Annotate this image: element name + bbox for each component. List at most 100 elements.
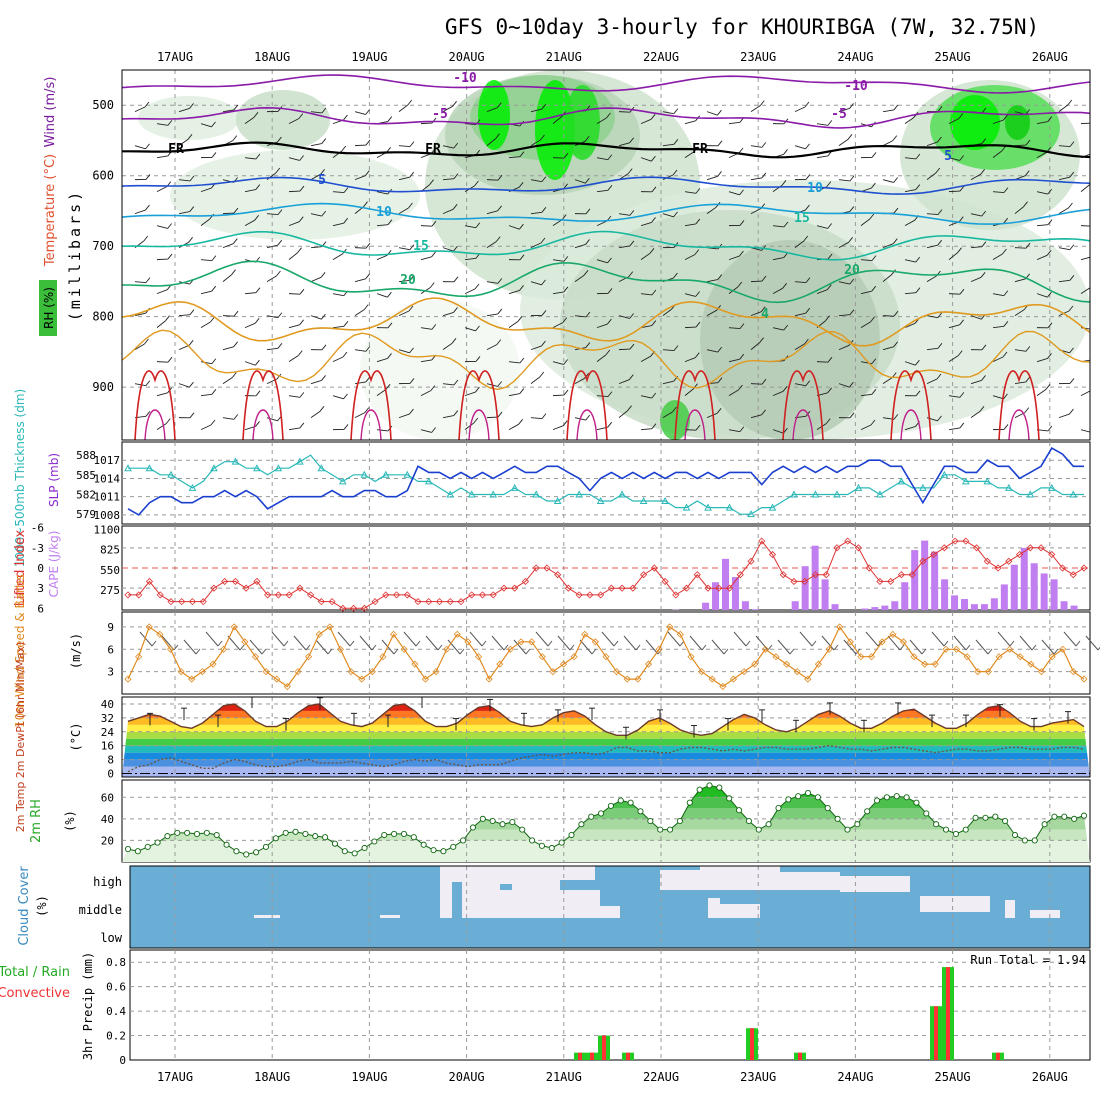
- wind10m-tick-9: 9: [107, 621, 114, 634]
- upper-wind-barb-flag: [541, 310, 547, 316]
- upper-wind-barb: [244, 157, 256, 160]
- upper-wind-barb: [706, 111, 718, 116]
- upper-wind-barb: [288, 252, 298, 260]
- upper-wind-barb: [640, 395, 652, 399]
- upper-wind-barb: [706, 349, 718, 353]
- isotherm-hot-loop: [674, 370, 716, 440]
- upper-wind-barb: [684, 223, 696, 227]
- upper-wind-barb-flag: [387, 322, 393, 329]
- upper-wind-barb: [904, 157, 916, 160]
- upper-wind-barb-flag: [451, 338, 457, 344]
- upper-wind-barb: [750, 342, 760, 350]
- upper-wind-barb: [1080, 287, 1090, 295]
- isotherm-label-FR: FR: [168, 142, 184, 157]
- upper-wind-barb-flag: [365, 376, 371, 383]
- rh2m-grid: [122, 780, 1090, 862]
- top-date-17AUG: 17AUG: [157, 50, 193, 64]
- lifted-index-marker: [682, 584, 691, 592]
- thickness-tick-585: 585: [76, 469, 96, 482]
- thickness-marker: [1069, 490, 1078, 498]
- upper-wind-barb: [156, 392, 168, 397]
- upper-wind-barb: [354, 381, 366, 385]
- upper-wind-barb-flag: [341, 145, 347, 152]
- wind10m-grid: [122, 612, 1090, 694]
- upper-wind-barb: [442, 145, 454, 149]
- isotherm-label-10: 10: [807, 181, 823, 196]
- upper-wind-barb-flag: [563, 152, 569, 159]
- precip-panel: 0.8 0.6 0.4 0.2 0 Run Total = 1.94 Total / R…: [0, 949, 1091, 1067]
- upper-wind-barb: [530, 417, 542, 420]
- upper-wind-barb: [860, 321, 871, 329]
- upper-wind-barb-flag: [519, 357, 525, 364]
- upper-wind-barb: [442, 383, 454, 386]
- upper-wind-barb-flag: [255, 421, 260, 427]
- rh2m-marker: [1061, 813, 1068, 820]
- upper-wind-barb: [1080, 184, 1090, 192]
- temp2m-band: [122, 766, 1090, 777]
- upper-wind-barb: [332, 325, 344, 329]
- upper-wind-barb-flag: [497, 381, 502, 387]
- upper-wind-barb: [860, 259, 872, 262]
- cloud-block: [920, 896, 990, 912]
- rh2m-marker: [952, 830, 959, 837]
- lifted-index-marker: [360, 604, 368, 612]
- upper-wind-barb: [794, 281, 806, 284]
- upper-wind-barb-flag: [298, 216, 304, 222]
- upper-wind-barb: [662, 111, 674, 115]
- upper-wind-barb-flag: [651, 186, 657, 193]
- rh2m-marker: [933, 821, 940, 828]
- upper-wind-barb: [398, 413, 410, 419]
- upper-wind-barb-flag: [959, 392, 965, 398]
- wind10m-marker: [666, 623, 674, 631]
- isotherm-line: [122, 297, 1090, 347]
- upper-wind-barb-flag: [321, 313, 326, 320]
- wind10m-marker: [135, 653, 143, 661]
- upper-wind-barb: [838, 179, 850, 182]
- upper-wind-barb: [750, 177, 762, 181]
- isotherm-label--5: -5: [432, 107, 448, 122]
- thickness-marker: [575, 490, 583, 498]
- upper-wind-barb-flag: [1025, 346, 1031, 352]
- upper-wind-barb-flag: [804, 338, 809, 345]
- rh2m-marker: [262, 843, 270, 850]
- upper-wind-barb: [222, 417, 234, 420]
- cape-bar: [1000, 584, 1008, 610]
- upper-wind-barb-flag: [473, 417, 479, 424]
- wind10m-barb-flag: [789, 648, 795, 655]
- cloud-cover-blocks: [254, 866, 1060, 918]
- upper-wind-barb-flag: [1068, 202, 1073, 209]
- lifted-index-marker: [221, 577, 229, 586]
- lifted-index-marker: [328, 598, 336, 606]
- upper-wind-barb-flag: [893, 310, 899, 317]
- wind10m-marker: [177, 668, 185, 676]
- wind10m-barb-flag: [415, 640, 421, 647]
- lifted-index-marker: [382, 591, 390, 599]
- temp2m-line: [127, 703, 1085, 737]
- upper-wind-barb: [332, 191, 344, 194]
- upper-wind-barb-flag: [495, 236, 501, 242]
- upper-wind-barb: [420, 327, 432, 330]
- thickness-marker: [1004, 483, 1013, 491]
- upper-wind-barb-flag: [541, 176, 547, 183]
- precip-convective-bar: [996, 1052, 1000, 1060]
- precip-convective-bar: [946, 967, 950, 1060]
- upper-wind-barb: [860, 290, 872, 295]
- rh2m-marker: [1041, 821, 1048, 828]
- upper-wind-barb: [464, 422, 475, 430]
- upper-wind-barb: [508, 393, 520, 397]
- upper-wind-barb: [420, 390, 432, 397]
- lifted-index-marker: [693, 571, 701, 579]
- upper-wind-barb-flag: [1025, 376, 1031, 383]
- upper-wind-barb-flag: [255, 153, 261, 160]
- precip-convective-bar: [750, 1028, 754, 1060]
- wind10m-marker: [1006, 645, 1014, 653]
- rh2m-marker: [804, 789, 812, 796]
- upper-wind-barb: [1058, 279, 1070, 283]
- wind10m-marker: [1016, 653, 1024, 661]
- rh2m-tick-40: 40: [101, 813, 114, 826]
- upper-wind-barb-flag: [562, 420, 568, 426]
- upper-wind-barb-flag: [717, 346, 723, 353]
- upper-wind-barb: [728, 389, 739, 397]
- cape-tick-1100: 1100: [94, 524, 121, 537]
- wind10m-barb: [997, 631, 1011, 647]
